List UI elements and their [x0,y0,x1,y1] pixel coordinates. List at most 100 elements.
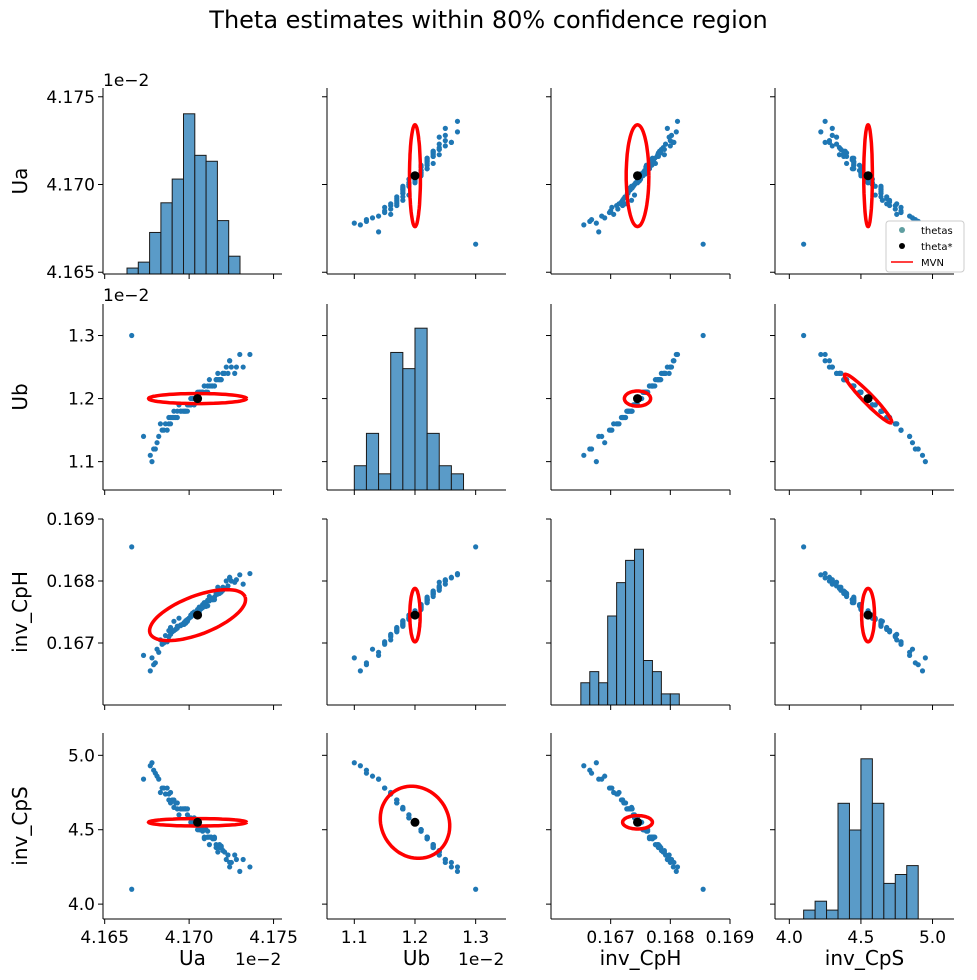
theta-point [375,213,382,219]
theta-point [232,852,238,858]
theta-star-marker [193,394,203,404]
theta-point [237,351,243,358]
x-axis-label: Ua [179,946,206,970]
theta-point [174,623,180,629]
theta-point [658,150,664,156]
theta-point [878,194,884,200]
panel-inv_CpS-vs-Ua: 4.165 4.170 4.175 4.0 4.5 5.0 [68,733,298,948]
theta-point [473,241,479,247]
theta-point [620,197,626,203]
theta-point [616,421,622,427]
theta-point [826,358,833,364]
hist-bar [589,671,600,706]
theta-point [363,660,370,666]
theta-point [829,125,835,131]
y-axis-label: Ua [8,168,32,195]
theta-point [394,628,400,634]
theta-point [400,194,406,200]
y-tick-label: 4.175 [46,88,95,108]
theta-point [220,370,226,376]
theta-point [424,597,430,603]
theta-star-marker [633,171,643,181]
theta-point [159,641,165,647]
x-tick-label: 0.167 [586,928,635,948]
theta-point [149,655,155,661]
hist-bar [426,432,440,491]
hist-bar [205,160,218,275]
theta-point [671,139,677,145]
theta-point [206,842,212,848]
theta-point [907,649,913,655]
theta-point [424,155,430,161]
theta-point [674,351,681,358]
theta-point [442,132,448,138]
theta-point [200,605,206,611]
theta-point [620,797,626,803]
theta-point [171,797,177,803]
hist-bar [669,693,680,706]
theta-point [606,427,613,433]
theta-point [363,770,370,776]
hist-bar [365,432,380,491]
theta-point [666,370,672,376]
theta-point [183,408,189,414]
theta-point [599,433,605,440]
theta-point [240,856,246,863]
axis-offset-label: 1e−2 [103,71,149,91]
y-tick-label: 0.167 [46,634,95,654]
theta-point [606,209,613,216]
theta-point [375,776,382,782]
y-tick-label: 4.165 [46,263,95,283]
theta-point [394,797,400,803]
theta-point [382,204,388,210]
theta-point [894,631,900,637]
x-tick-label: 0.168 [646,928,695,948]
theta-point [668,364,675,370]
theta-point [156,433,162,440]
theta-point [588,446,595,452]
theta-point [642,167,648,174]
theta-point [400,618,406,624]
hist-bar [390,351,404,491]
theta-point [886,628,893,634]
theta-point [898,427,904,433]
theta-point [424,162,430,168]
y-axis-label: Ub [8,383,32,410]
theta-star-marker [633,394,643,404]
theta-star-marker [410,610,420,620]
theta-point [822,351,828,358]
theta-point [205,597,211,603]
theta-point [858,389,864,395]
theta-point [164,427,170,433]
theta-point [211,594,218,600]
theta-point [247,351,253,358]
theta-point [176,812,182,818]
theta-point [658,844,664,851]
theta-point [140,776,147,782]
theta-point [671,859,677,866]
theta-point [454,118,461,124]
theta-point [609,204,615,210]
mvn-ellipse [378,784,452,861]
theta-point [129,544,135,550]
theta-point [152,770,158,776]
theta-point [673,129,679,135]
mvn-ellipse [147,587,248,643]
x-axis-label: inv_CpS [825,946,904,970]
theta-point [670,864,676,870]
mvn-ellipse [146,391,249,406]
theta-point [473,544,479,550]
theta-point [205,383,211,389]
theta-star-marker [633,817,643,827]
theta-point [649,834,655,840]
theta-point [878,618,884,624]
hist-bar [848,829,862,920]
hist-bar [126,267,139,275]
theta-point [658,377,664,383]
hist-bar [580,682,591,706]
axis-offset-label: 1e−2 [458,950,504,970]
theta-point [581,763,587,769]
theta-point [240,581,246,587]
hist-bar [414,327,428,491]
theta-point [909,440,916,446]
